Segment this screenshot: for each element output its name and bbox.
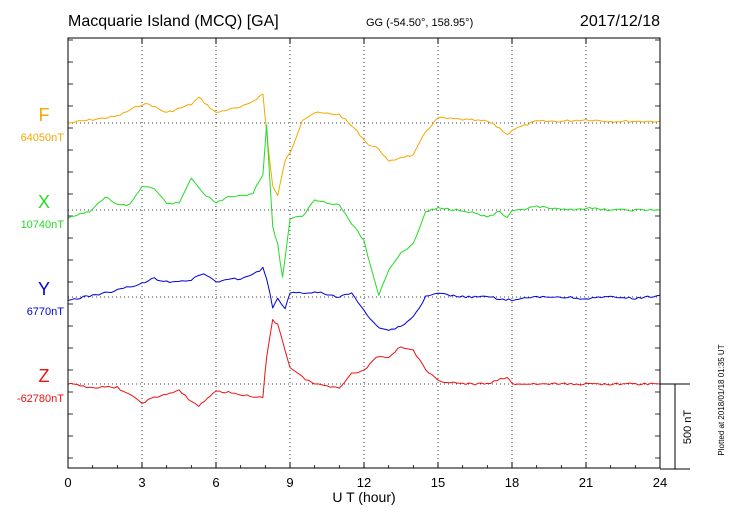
x-tick-label: 18 [505,475,519,490]
traces [67,93,661,407]
baseline-value-z: -62780nT [17,393,64,405]
baseline-value-y: 6770nT [27,306,65,318]
x-axis-label: U T (hour) [332,489,395,505]
baseline-value-x: 10740nT [21,219,65,231]
x-tick-label: 21 [579,475,593,490]
x-tick-label: 6 [212,475,219,490]
trace-z [67,319,661,407]
baseline-value-f: 64050nT [21,132,65,144]
x-tick-label: 3 [138,475,145,490]
axis-ticks [67,38,661,468]
plot-frame [67,37,661,469]
trace-y [67,266,661,331]
x-tick-label: 12 [357,475,371,490]
x-tick-label: 9 [286,475,293,490]
series-name-z: Z [39,366,50,386]
x-tick-label: 0 [64,475,71,490]
series-name-x: X [38,192,50,212]
grid-lines [141,38,587,468]
x-tick-labels: 0 3 6 9 12 15 18 21 24 [64,475,667,490]
scale-bar-label: 500 nT [682,410,694,445]
trace-x [67,124,661,296]
plotted-timestamp: Plotted at 2018/01/18 01:35 UT [717,344,726,455]
x-tick-label: 15 [431,475,445,490]
trace-f [67,93,661,197]
series-labels: F 64050nT X 10740nT Y 6770nT Z -62780nT [17,105,64,405]
date-label: 2017/12/18 [580,13,660,30]
coordinates-label: GG (-54.50°, 158.95°) [366,17,473,29]
scale-bar [660,383,690,470]
series-name-f: F [39,105,50,125]
station-title: Macquarie Island (MCQ) [GA] [68,13,279,30]
series-name-y: Y [38,279,50,299]
x-tick-label: 24 [653,475,667,490]
